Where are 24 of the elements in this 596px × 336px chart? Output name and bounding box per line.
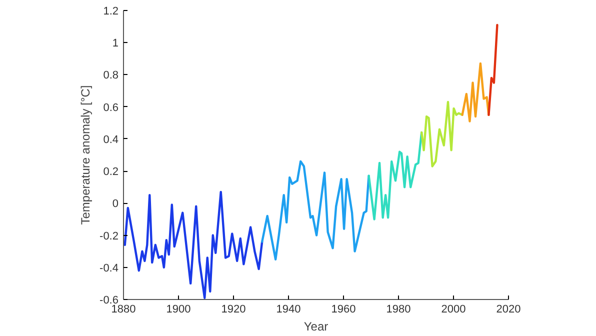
x-tick-label: 1960: [331, 304, 356, 316]
x-tick-label: 1920: [221, 304, 246, 316]
y-tick-label: 0: [112, 198, 119, 210]
y-tick-label: 0.4: [103, 134, 119, 146]
x-tick-label: 2000: [441, 304, 466, 316]
line-series: [461, 62, 490, 122]
y-axis-title: Temperature anomaly [°C]: [78, 85, 93, 225]
x-tick-label: 1980: [386, 304, 411, 316]
y-tick-label: 0.6: [103, 102, 119, 114]
y-tick-label: 1: [112, 38, 119, 50]
x-axis-title: Year: [304, 320, 328, 334]
y-tick-label: 0.2: [103, 166, 119, 178]
y-tick-label: -0.2: [100, 230, 119, 242]
x-tick-label: 2020: [496, 304, 521, 316]
x-tick-label: 1900: [166, 304, 191, 316]
x-tick-label: 1940: [276, 304, 301, 316]
line-series: [488, 24, 498, 116]
y-tick-label: 1.2: [103, 6, 119, 18]
y-tick-label: -0.4: [100, 262, 119, 274]
line-series: [124, 190, 264, 299]
x-tick-label: 1880: [111, 304, 136, 316]
y-tick-label: 0.8: [103, 70, 119, 82]
line-series: [420, 100, 464, 168]
line-series: [261, 160, 370, 260]
